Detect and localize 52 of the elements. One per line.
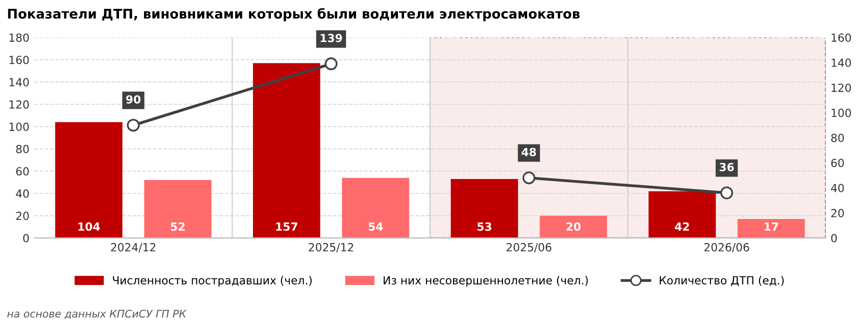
y-tick-label: 100 xyxy=(10,122,29,131)
y2-tick-label: 0 xyxy=(831,234,837,242)
data-label: 36 xyxy=(720,162,734,172)
legend-label: Численность пострадавших (чел.) xyxy=(112,276,312,287)
y-tick-label: 40 xyxy=(16,189,29,198)
x-tick-label: 2025/12 xyxy=(308,243,354,252)
y2-tick-label: 160 xyxy=(832,33,851,42)
y-tick-label: 20 xyxy=(16,212,29,220)
bar xyxy=(738,219,805,238)
y2-tick-label: 100 xyxy=(832,108,851,118)
y-tick-label: 140 xyxy=(10,78,29,86)
bar xyxy=(342,178,410,238)
point xyxy=(522,171,536,184)
legend-label: Из них несовершеннолетние (чел.) xyxy=(384,276,588,287)
data-label: 54 xyxy=(368,222,383,231)
data-label: 53 xyxy=(478,222,492,231)
data-label: 48 xyxy=(522,148,536,156)
y2-tick-label: 20 xyxy=(831,208,844,218)
bar xyxy=(648,191,716,238)
y-tick-label: 0 xyxy=(23,234,29,242)
point xyxy=(324,57,338,70)
x-tick-label: 2024/12 xyxy=(111,243,156,252)
x-tick-label: 2026/06 xyxy=(704,243,750,252)
y2-tick-label: 80 xyxy=(831,134,844,142)
y-tick-label: 60 xyxy=(16,167,29,176)
data-label: 139 xyxy=(320,34,342,42)
bar xyxy=(144,180,212,238)
x-tick-label: 2025/06 xyxy=(506,243,552,252)
bar xyxy=(252,63,320,238)
y2-tick-label: 60 xyxy=(831,158,844,168)
chart-title: Показатели ДТП, виновниками которых были водители электросамокатов xyxy=(8,8,580,22)
bar xyxy=(450,178,518,238)
y2-tick-label: 120 xyxy=(832,84,851,92)
y-tick-label: 180 xyxy=(10,33,29,42)
point xyxy=(720,186,734,200)
data-label: 90 xyxy=(126,95,140,104)
data-label: 157 xyxy=(276,222,298,231)
point xyxy=(126,118,140,132)
data-label: 52 xyxy=(170,222,185,231)
y2-tick-label: 40 xyxy=(831,184,844,192)
y-tick-label: 80 xyxy=(16,144,29,154)
data-label: 20 xyxy=(566,222,581,231)
legend-label: Количество ДТП (ед.) xyxy=(660,276,784,286)
text: на основе данных КПСиСУ ГП РК xyxy=(7,310,187,319)
data-label: 104 xyxy=(78,222,100,231)
bar xyxy=(540,216,608,238)
data-label: 17 xyxy=(764,222,778,231)
y-tick-label: 160 xyxy=(10,56,29,64)
y-tick-label: 120 xyxy=(10,100,29,109)
data-label: 42 xyxy=(674,222,689,231)
y2-tick-label: 140 xyxy=(832,58,851,67)
bar xyxy=(55,122,122,238)
